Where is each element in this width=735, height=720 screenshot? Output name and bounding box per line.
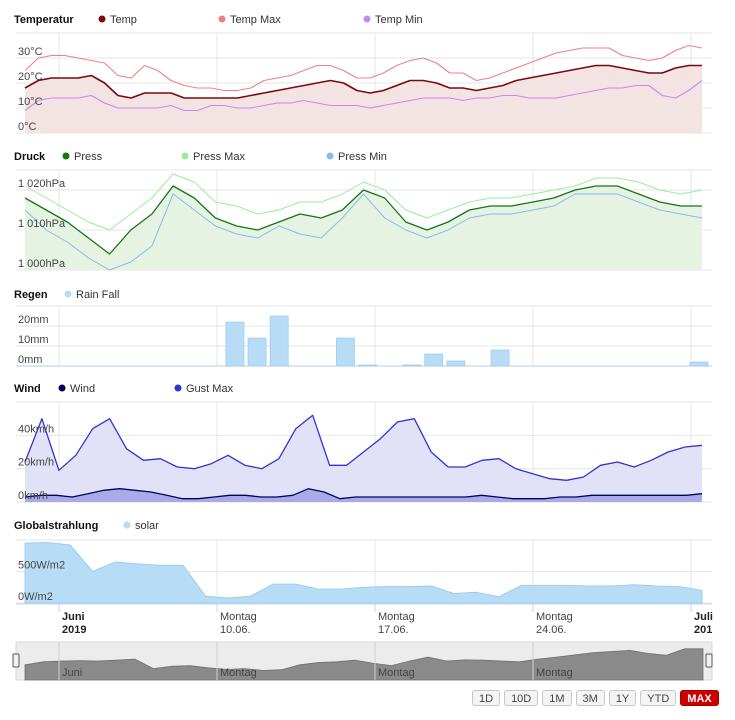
y-tick-label: 1 000hPa xyxy=(18,258,66,270)
y-tick-label: 20mm xyxy=(18,314,49,326)
globalstrahlung-panel: Globalstrahlung solar 0W/m2 500W/m2 xyxy=(14,520,712,604)
legend-marker-press-min[interactable] xyxy=(326,152,334,160)
x-tick-label: Montag xyxy=(220,611,257,623)
x-tick-label: 10.06. xyxy=(220,624,251,636)
navigator-label: Montag xyxy=(536,667,573,679)
legend-label-temp-max: Temp Max xyxy=(230,14,281,26)
y-tick-label: 0W/m2 xyxy=(18,591,53,603)
legend-label-press-max: Press Max xyxy=(193,151,245,163)
rain-bar xyxy=(225,321,245,367)
series-line-press-min xyxy=(24,193,703,271)
x-tick-label: Juni xyxy=(62,611,85,623)
rain-bar xyxy=(446,360,466,367)
range-button-1d[interactable]: 1D xyxy=(472,690,501,706)
legend-label-rain-fall: Rain Fall xyxy=(76,289,119,301)
y-tick-label: 1 020hPa xyxy=(18,178,66,190)
series-line-press xyxy=(24,185,702,255)
legend-marker-temp-max[interactable] xyxy=(218,15,226,23)
rain-bar xyxy=(269,315,289,367)
range-button-1y[interactable]: 1Y xyxy=(608,690,637,706)
rain-bar xyxy=(424,353,444,367)
navigator-handle-left[interactable] xyxy=(12,653,20,668)
range-button-10d[interactable]: 10D xyxy=(504,690,539,706)
druck-area xyxy=(25,186,702,270)
rain-bar xyxy=(490,349,510,367)
weather-chart: Temperatur Temp Temp Max Temp Min 0°C 10°C 20°… xyxy=(12,14,713,681)
y-tick-label: 20km/h xyxy=(18,457,54,469)
rain-bar xyxy=(358,364,377,367)
navigator-label: Montag xyxy=(378,667,415,679)
y-tick-label: 10°C xyxy=(18,96,43,108)
wind-panel: Wind Wind Gust Max 0km/h 20km/h 40km/h xyxy=(14,383,712,503)
y-tick-label: 20°C xyxy=(18,71,43,83)
temperatur-panel: Temperatur Temp Temp Max Temp Min 0°C 10°C 20°… xyxy=(14,14,712,134)
rain-bar xyxy=(247,337,267,367)
temperatur-title: Temperatur xyxy=(14,14,74,26)
series-line-temp-max xyxy=(24,44,703,92)
range-button-1m[interactable]: 1M xyxy=(542,690,572,706)
x-tick-label: Montag xyxy=(378,611,415,623)
legend-marker-solar[interactable] xyxy=(123,521,131,529)
y-tick-label: 10mm xyxy=(18,334,49,346)
range-selector: 1D 10D 1M 3M 1Y YTD MAX xyxy=(472,690,719,708)
x-tick-label: 17.06. xyxy=(378,624,409,636)
legend-marker-press-max[interactable] xyxy=(181,152,189,160)
series-line-temp xyxy=(24,64,702,99)
legend-label-solar: solar xyxy=(135,520,159,532)
y-tick-label: 30°C xyxy=(18,46,43,58)
x-axis: Juni2019Montag10.06.Montag17.06.Montag24… xyxy=(16,603,713,636)
temperatur-area xyxy=(25,65,702,133)
druck-title: Druck xyxy=(14,151,46,163)
series-area-gust-max xyxy=(25,415,702,502)
legend-label-press-min: Press Min xyxy=(338,151,387,163)
globalstrahlung-title: Globalstrahlung xyxy=(14,520,98,532)
legend-marker-rain-fall[interactable] xyxy=(64,290,72,298)
x-tick-label: Montag xyxy=(536,611,573,623)
navigator-label: Juni xyxy=(62,667,82,679)
legend-label-press: Press xyxy=(74,151,103,163)
y-tick-label: 1 010hPa xyxy=(18,218,66,230)
y-tick-label: 40km/h xyxy=(18,423,54,435)
legend-marker-press[interactable] xyxy=(62,152,70,160)
x-tick-label: Juli xyxy=(694,611,713,623)
legend-marker-temp-min[interactable] xyxy=(363,15,371,23)
range-button-max[interactable]: MAX xyxy=(680,690,719,706)
series-line-wind xyxy=(24,488,703,500)
legend-marker-temp[interactable] xyxy=(98,15,106,23)
rain-bar xyxy=(336,337,355,367)
legend-label-temp-min: Temp Min xyxy=(375,14,423,26)
series-area-wind xyxy=(25,488,702,502)
series-line-temp-min xyxy=(24,80,703,112)
navigator: Juni Montag Montag Montag xyxy=(12,641,713,681)
druck-panel: Druck Press Press Max Press Min 1 000hPa 1 01… xyxy=(14,151,712,271)
rain-bar xyxy=(402,364,422,367)
navigator-handle-right[interactable] xyxy=(705,653,713,668)
regen-panel: Regen Rain Fall 0mm 10mm 20mm xyxy=(14,289,712,367)
y-tick-label: 0km/h xyxy=(18,490,48,502)
navigator-label: Montag xyxy=(220,667,257,679)
legend-marker-gust-max[interactable] xyxy=(174,384,182,392)
legend-label-wind: Wind xyxy=(70,383,95,395)
series-area-solar xyxy=(24,541,703,604)
series-line-gust-max xyxy=(24,414,703,481)
regen-title: Regen xyxy=(14,289,48,301)
legend-label-temp: Temp xyxy=(110,14,137,26)
wind-title: Wind xyxy=(14,383,41,395)
range-button-3m[interactable]: 3M xyxy=(575,690,605,706)
x-tick-label: 201 xyxy=(694,624,712,636)
series-line-press-max xyxy=(24,173,703,231)
y-tick-label: 0°C xyxy=(18,121,37,133)
x-tick-label: 2019 xyxy=(62,624,86,636)
legend-label-gust-max: Gust Max xyxy=(186,383,234,395)
x-tick-label: 24.06. xyxy=(536,624,567,636)
y-tick-label: 0mm xyxy=(18,354,42,366)
legend-marker-wind[interactable] xyxy=(58,384,66,392)
range-button-ytd[interactable]: YTD xyxy=(640,690,677,706)
rain-bar xyxy=(689,361,709,367)
y-tick-label: 500W/m2 xyxy=(18,560,65,572)
